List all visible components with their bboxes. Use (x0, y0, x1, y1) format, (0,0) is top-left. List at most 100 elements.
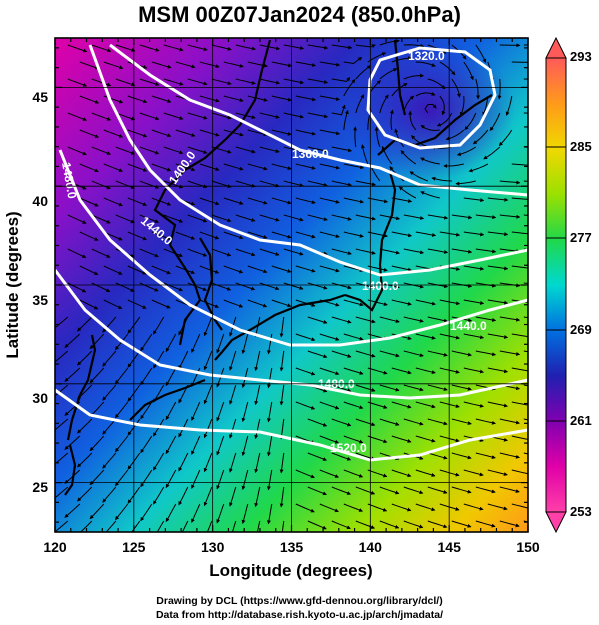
streamline-arrow (499, 486, 520, 493)
streamline-arrow (178, 486, 189, 506)
streamline-arrow (331, 384, 352, 393)
streamline-arrow (319, 503, 339, 513)
streamline-arrow (77, 350, 93, 366)
streamline-arrow (391, 503, 412, 512)
height-contours (55, 43, 528, 462)
streamline-arrow (229, 350, 237, 371)
streamline-arrow (235, 146, 256, 154)
streamline-arrow (427, 316, 448, 323)
streamline-arrow (319, 401, 340, 410)
streamline-arrow (163, 248, 184, 257)
streamline-arrow (241, 469, 249, 491)
streamline-arrow (295, 503, 315, 513)
streamline-arrow (523, 112, 528, 114)
streamline-arrow (443, 163, 464, 168)
streamline-arrow (295, 61, 317, 67)
streamline-arrow (103, 95, 124, 104)
streamline-arrow (379, 248, 400, 255)
streamline-arrow (115, 112, 136, 121)
streamline-arrow (151, 95, 172, 103)
streamline-arrow (247, 95, 268, 102)
streamline-arrow (152, 486, 165, 505)
streamline-arrow (475, 520, 496, 528)
streamline-arrow (283, 44, 305, 50)
streamline-arrow (175, 163, 196, 172)
streamline-arrow (140, 367, 153, 386)
streamline-arrow (391, 231, 413, 238)
streamline-arrow (103, 163, 124, 172)
coast-asia-continent (153, 39, 272, 346)
streamline-arrow (259, 248, 280, 256)
streamline-arrow (259, 282, 280, 291)
streamline-arrow (279, 486, 285, 508)
streamline-arrow (415, 231, 437, 237)
streamline-arrow (151, 265, 171, 275)
streamline-arrow (199, 129, 220, 137)
streamline-arrow (451, 214, 473, 220)
streamline-arrow (175, 129, 196, 137)
streamline-arrow (391, 56, 412, 63)
streamline-arrow (199, 299, 220, 308)
streamline-arrow (163, 44, 184, 52)
streamline-arrow (279, 452, 285, 474)
streamline-arrow (283, 282, 304, 290)
streamline-arrow (463, 231, 485, 237)
streamline-arrow (91, 78, 112, 87)
streamline-arrow (235, 78, 256, 85)
streamline-arrow (64, 367, 81, 382)
streamline-arrow (241, 435, 249, 457)
streamline-arrow (472, 129, 489, 145)
streamline-arrow (151, 61, 172, 69)
streamline-arrow (415, 91, 436, 97)
streamline-arrow (498, 129, 513, 147)
streamline-arrow (91, 44, 112, 53)
streamline-arrow (203, 350, 213, 371)
streamline-arrow (216, 333, 225, 354)
streamline-arrow (152, 316, 165, 335)
streamline-arrow (211, 214, 232, 223)
streamline-arrow (254, 350, 261, 372)
streamline-arrow (499, 452, 520, 459)
streamline-arrow (178, 350, 189, 370)
streamline-arrow (415, 367, 436, 375)
streamline-arrow (355, 248, 376, 255)
streamline-arrow (424, 103, 437, 114)
streamline-arrow (235, 180, 256, 188)
streamline-arrow (103, 61, 124, 70)
streamline-arrow (77, 418, 93, 434)
streamline-arrow (331, 214, 352, 221)
contour-label: 1480.0 (59, 161, 79, 200)
streamline-arrow (163, 214, 184, 223)
streamline-arrow (379, 316, 400, 324)
streamline-arrow (216, 435, 225, 456)
streamline-arrow (283, 248, 304, 256)
streamline-arrow (165, 435, 177, 455)
streamline-arrow (79, 61, 100, 70)
streamline-arrow (152, 452, 165, 471)
streamline-arrow (241, 503, 249, 525)
streamline-arrow (55, 418, 69, 433)
streamline-arrow (259, 180, 280, 188)
streamline-arrow (283, 180, 304, 188)
streamline-arrow (235, 248, 256, 257)
streamline-arrow (499, 214, 521, 219)
colorbar: 293 285 277 269 261 253 (545, 36, 592, 534)
streamline-arrow (355, 486, 376, 495)
streamline-arrow (367, 299, 388, 307)
streamline-arrow (355, 94, 365, 114)
streamline-arrow (475, 44, 487, 64)
streamline-arrow (319, 231, 340, 239)
streamline-arrow (343, 469, 364, 478)
streamline-arrow (64, 503, 81, 518)
streamline-arrow (511, 163, 528, 166)
streamline-arrow (102, 486, 117, 503)
x-axis-label: Longitude (degrees) (209, 561, 372, 580)
map-area: 1320.0 1360.0 1400.0 1440.0 1480.0 1400.… (55, 38, 528, 532)
streamline-arrow (307, 44, 329, 50)
streamline-arrow (331, 248, 352, 256)
streamline-arrow (114, 401, 129, 419)
streamline-arrow (139, 214, 160, 223)
streamline-arrow (79, 231, 99, 241)
streamline-arrow (355, 520, 376, 529)
streamline-arrow (427, 520, 448, 529)
